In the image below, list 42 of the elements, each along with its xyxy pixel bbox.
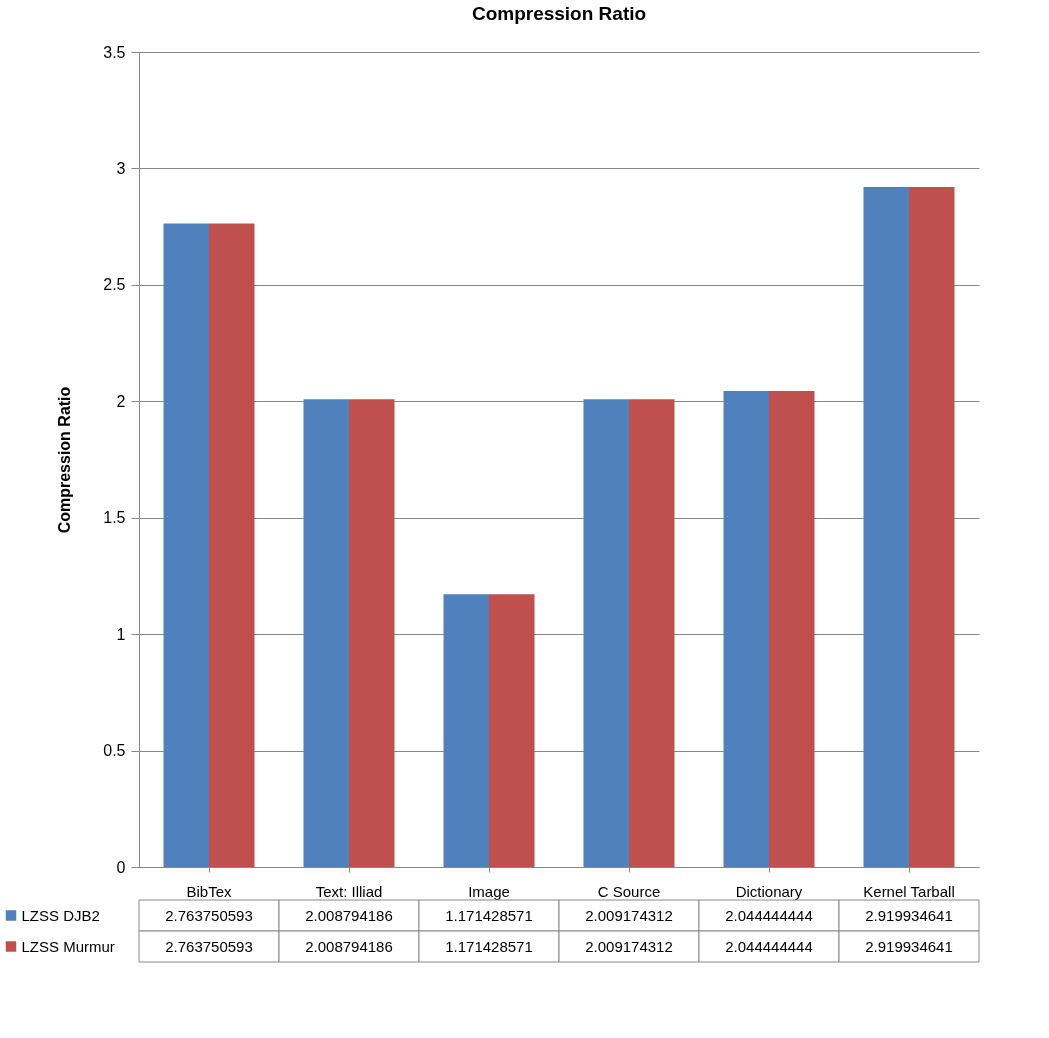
data-label: 1.171428571 (445, 906, 533, 924)
bar (163, 223, 209, 867)
data-label: 2.009174312 (585, 906, 673, 924)
data-label: 2.008794186 (305, 937, 393, 955)
legend-label: LZSS DJB2 (21, 906, 100, 924)
x-tick-label: BibTex (186, 882, 233, 900)
bar (443, 594, 489, 867)
bar (349, 399, 395, 867)
bar (583, 399, 629, 867)
data-label: 2.919934641 (865, 906, 953, 924)
data-label: 2.919934641 (865, 937, 953, 955)
data-label: 2.008794186 (305, 906, 393, 924)
y-axis-title: Compression Ratio (56, 386, 74, 534)
bar (909, 187, 955, 867)
x-tick-label: Kernel Tarball (863, 882, 955, 900)
legend-label: LZSS Murmur (21, 937, 115, 955)
y-tick-label: 1.5 (103, 509, 126, 527)
bar (723, 390, 769, 867)
chart-title: Compression Ratio (471, 3, 647, 24)
bar (303, 399, 349, 867)
data-label: 1.171428571 (445, 937, 533, 955)
y-tick-label: 1 (116, 625, 126, 643)
data-label: 2.044444444 (725, 937, 813, 955)
x-tick-label: Dictionary (735, 882, 803, 900)
data-label: 2.763750593 (165, 906, 253, 924)
y-tick-label: 2 (116, 392, 126, 410)
bar (489, 594, 535, 867)
y-tick-label: 0 (116, 858, 126, 876)
x-tick-label: C Source (597, 882, 661, 900)
data-label: 2.009174312 (585, 937, 673, 955)
data-label: 2.763750593 (165, 937, 253, 955)
y-tick-label: 3 (116, 159, 126, 177)
y-tick-label: 3.5 (103, 43, 126, 61)
data-label: 2.044444444 (725, 906, 813, 924)
y-tick-label: 0.5 (103, 742, 126, 760)
bar (209, 223, 255, 867)
bar (863, 187, 909, 867)
x-tick-label: Image (468, 882, 510, 900)
y-tick-label: 2.5 (103, 276, 126, 294)
bar (629, 399, 675, 867)
x-tick-label: Text: Illiad (315, 882, 383, 900)
bar (769, 390, 815, 867)
